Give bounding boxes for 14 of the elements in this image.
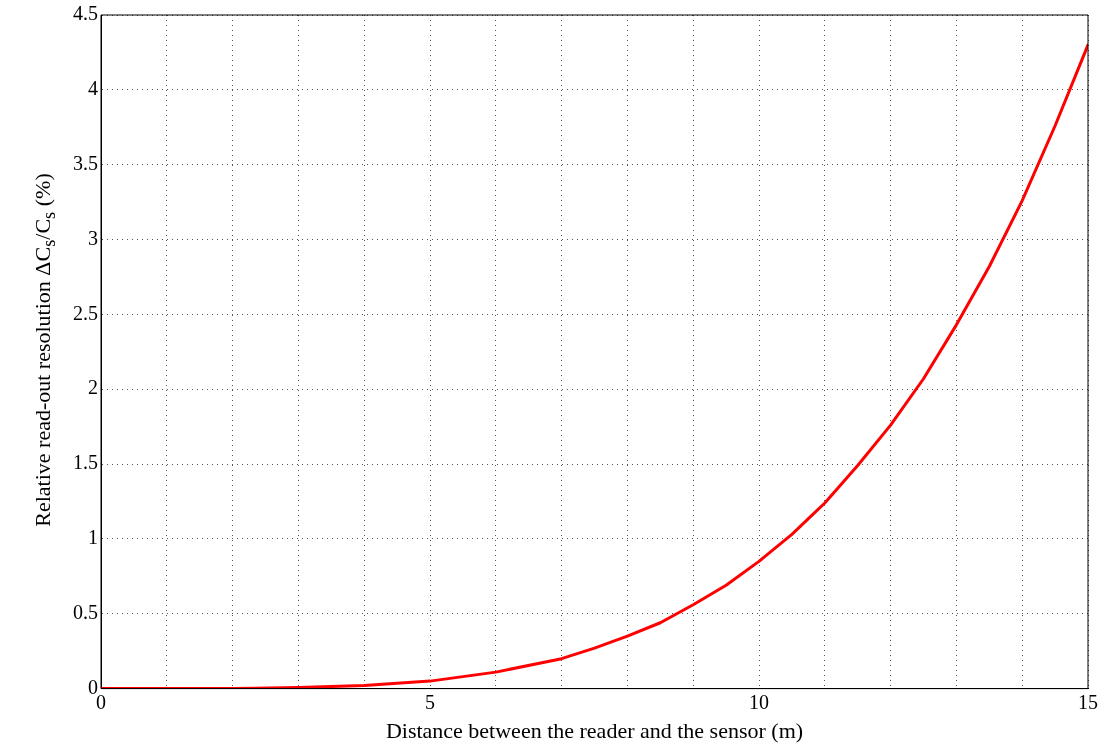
y-tick-label: 0	[88, 675, 98, 698]
y-tick-label: 0.5	[73, 601, 98, 624]
x-axis-title: Distance between the reader and the sensor (m)	[385, 717, 804, 743]
x-tick-label: 15	[1078, 690, 1098, 713]
y-tick-label: 3	[88, 226, 98, 249]
y-tick-label: 1.5	[73, 451, 98, 474]
y-tick-label: 1	[88, 526, 98, 549]
y-tick-label: 2	[88, 376, 98, 399]
x-tick-label: 5	[425, 690, 435, 713]
y-tick-label: 4.5	[73, 2, 98, 25]
x-tick-label: 10	[749, 690, 769, 713]
y-tick-label: 2.5	[73, 301, 98, 324]
y-tick-label: 3.5	[73, 151, 98, 174]
y-tick-label: 4	[88, 77, 98, 100]
